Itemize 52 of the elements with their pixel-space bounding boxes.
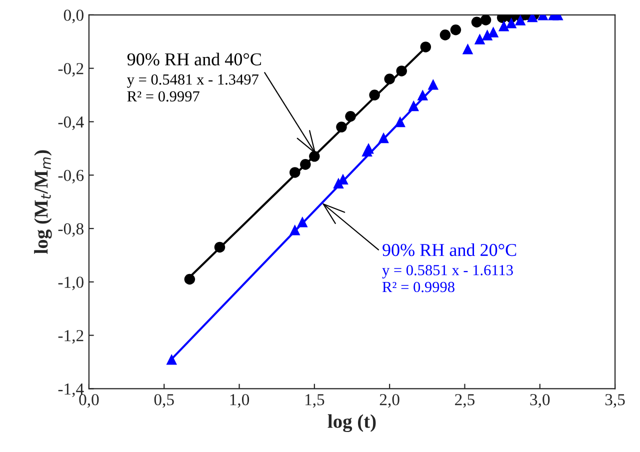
point <box>482 30 493 40</box>
point <box>462 43 474 54</box>
y-tick-label: -0,8 <box>58 223 84 237</box>
y-tick-label: -0,4 <box>58 116 84 130</box>
x-tick-label: 2,5 <box>455 394 474 408</box>
x-tick-label: 1,5 <box>305 394 324 408</box>
x-tick-label: 0,5 <box>154 394 174 408</box>
annotation: y = 0.5481 x - 1.3497 <box>127 74 259 88</box>
point <box>514 14 526 26</box>
x-tick-label: 2,0 <box>380 394 400 408</box>
point <box>184 274 196 285</box>
point <box>166 354 178 365</box>
annotation: 90% RH and 20°C <box>382 243 516 256</box>
point <box>384 74 395 84</box>
point <box>290 224 300 236</box>
annotation: y = 0.5851 x - 1.6113 <box>382 264 513 278</box>
point <box>394 116 406 128</box>
point <box>417 90 428 100</box>
annotation: R² = 0.9997 <box>127 91 200 102</box>
point <box>506 18 517 28</box>
y-tick-label: -1,0 <box>58 276 84 290</box>
point <box>450 24 462 36</box>
point <box>428 78 439 90</box>
point <box>369 90 380 100</box>
point <box>471 16 482 28</box>
x-tick-label: 1,0 <box>230 394 250 408</box>
point <box>309 151 320 162</box>
point <box>378 132 389 144</box>
point <box>498 20 510 32</box>
point <box>214 242 226 253</box>
point <box>408 100 420 112</box>
point <box>345 111 356 122</box>
point <box>420 42 432 52</box>
point <box>336 122 347 132</box>
point <box>396 66 407 76</box>
point <box>440 30 451 40</box>
annotation: 90% RH and 40°C <box>127 52 261 66</box>
point <box>474 34 486 44</box>
point <box>297 216 308 228</box>
y-axis-title: log (M$_{t}$/M$_{m}$) <box>34 150 52 254</box>
point <box>480 14 492 26</box>
annotation: R² = 0.9998 <box>382 282 454 292</box>
y-tick-label: -0,6 <box>58 170 84 184</box>
y-tick-label: 0,0 <box>64 10 84 24</box>
x-tick-label: 3,0 <box>530 394 550 408</box>
x-tick-label: 3,5 <box>605 394 625 408</box>
point <box>363 143 374 154</box>
y-tick-label: -1,2 <box>58 330 84 344</box>
y-tick-label: -0,2 <box>58 63 84 77</box>
point <box>290 167 300 178</box>
point <box>300 159 311 170</box>
x-axis-title: log (t) <box>328 414 376 432</box>
